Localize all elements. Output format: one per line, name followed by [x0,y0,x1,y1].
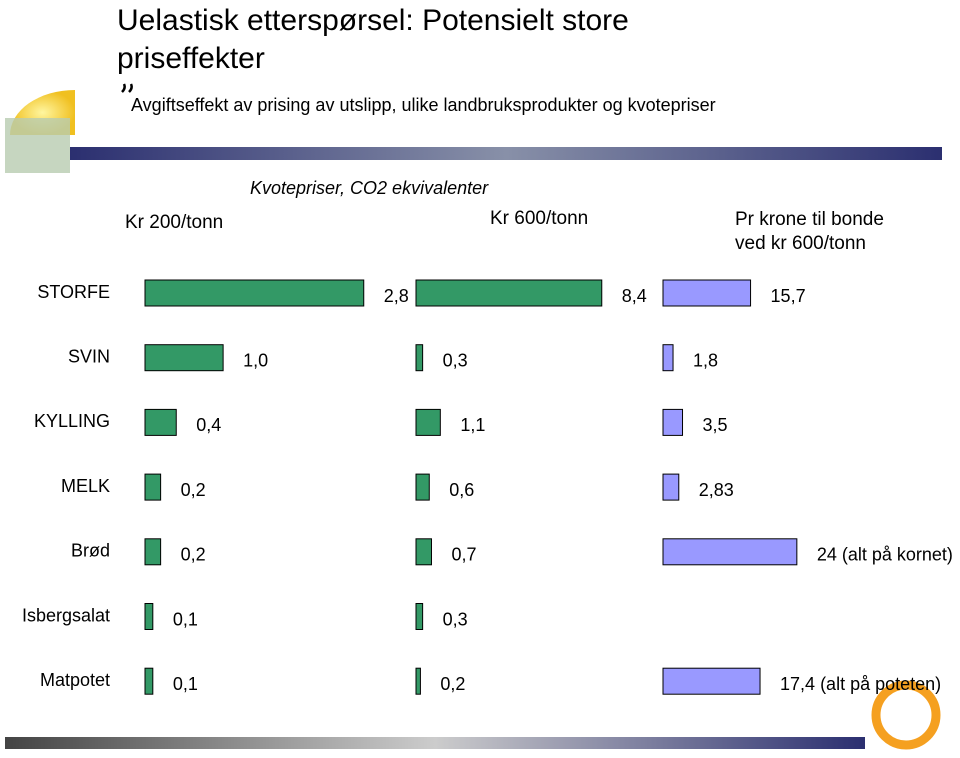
grid-square [5,118,70,173]
row-label: Isbergsalat [22,605,110,625]
bullet [121,83,133,93]
row-label: MELK [61,476,110,496]
top-rule [70,147,942,160]
bar [662,279,752,307]
row-label: SVIN [68,346,110,366]
panel-title: Kr 600/tonn [490,208,589,229]
bar [415,344,424,372]
value-label: 0,2 [181,480,206,500]
title: Uelastisk etterspørsel: Potensielt store… [117,4,629,75]
value-label: 0,4 [196,415,221,435]
row-label: Matpotet [40,670,110,690]
bar [415,408,441,436]
value-label: 0,3 [443,350,468,370]
bar [662,408,684,436]
bar [144,538,162,566]
bar [144,344,224,372]
value-label: 0,1 [173,674,198,694]
bar [144,408,177,436]
value-label: 0,6 [449,480,474,500]
value-label: 0,7 [451,545,476,565]
logo [871,680,941,750]
value-label: 0,2 [440,674,465,694]
value-label: 3,5 [703,415,728,435]
bar [415,603,424,630]
bar [415,538,432,566]
value-label: 2,8 [384,286,409,306]
bar [144,279,365,307]
panel-title: Kr 200/tonn [125,212,224,233]
panel-title: Pr krone til bonde ved kr 600/tonn [735,209,884,254]
bar [144,473,162,501]
bar [662,344,674,372]
value-label: 15,7 [771,286,806,306]
row-label: KYLLING [34,411,110,431]
bar [415,279,603,307]
value-label: 1,0 [243,350,268,370]
value-label: 1,1 [460,415,485,435]
value-label: 0,1 [173,609,198,629]
bar [662,538,798,566]
value-label: 17,4 (alt på poteten) [780,674,941,694]
bottom-rule [5,737,865,749]
value-label: 1,8 [693,350,718,370]
bar [415,667,421,695]
subtitle: Avgiftseffekt av prising av utslipp, uli… [131,95,716,115]
value-label: 24 (alt på kornet) [817,545,953,565]
value-label: 0,2 [181,545,206,565]
group-title: Kvotepriser, CO2 ekvivalenter [250,178,489,198]
row-label: Brød [71,541,110,561]
value-label: 0,3 [443,609,468,629]
value-label: 8,4 [622,286,647,306]
bar [415,473,430,501]
value-label: 2,83 [699,480,734,500]
bar [662,473,680,501]
bar [662,667,761,695]
bar [144,667,154,695]
row-label: STORFE [37,282,110,302]
bar [144,603,154,630]
